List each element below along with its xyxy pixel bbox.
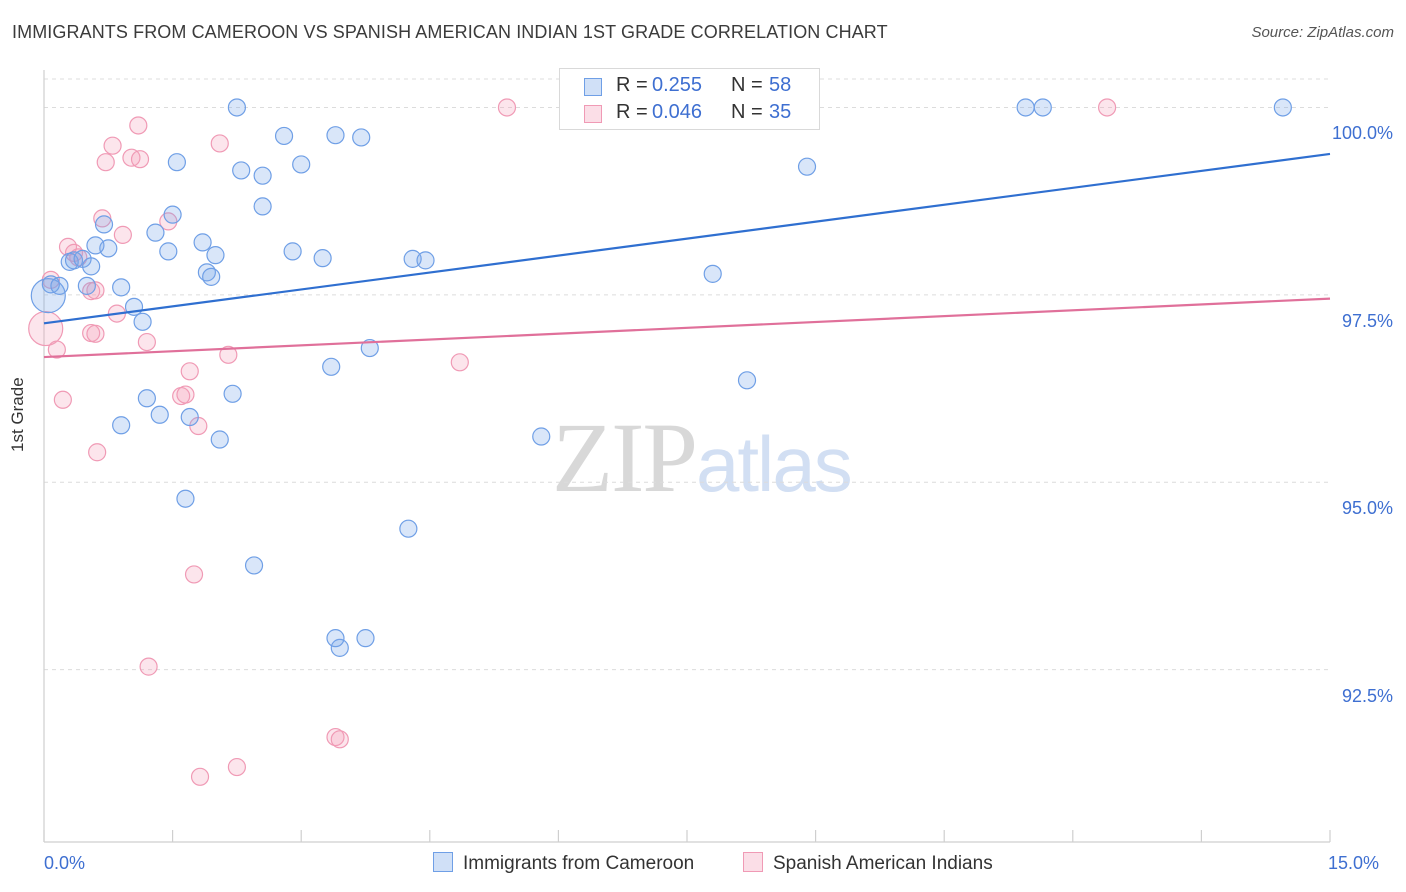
series-spanish-american-indians <box>28 98 1117 786</box>
swatch-blue <box>584 78 602 96</box>
data-point <box>180 362 199 381</box>
y-tick-label: 92.5% <box>1341 685 1393 706</box>
data-point <box>1033 98 1052 117</box>
data-point <box>99 239 118 258</box>
legend-item-spanish-american-indians[interactable]: Spanish American Indians <box>743 852 993 875</box>
data-point <box>292 155 311 174</box>
trendline-cameroon <box>43 152 1331 325</box>
data-point <box>223 384 242 403</box>
data-point <box>150 405 169 424</box>
data-point <box>497 98 517 117</box>
data-point <box>133 312 152 331</box>
chart-title: IMMIGRANTS FROM CAMEROON VS SPANISH AMER… <box>12 22 888 42</box>
data-point <box>112 278 131 297</box>
data-point <box>1273 98 1292 117</box>
data-point <box>206 246 225 265</box>
data-point <box>30 278 66 314</box>
data-point <box>146 223 165 242</box>
n-value-spanish: 35 <box>769 101 792 123</box>
swatch-pink <box>584 105 602 123</box>
data-point <box>1016 98 1035 117</box>
data-point <box>352 128 371 147</box>
legend-item-cameroon[interactable]: Immigrants from Cameroon <box>433 852 694 875</box>
data-point <box>50 276 69 295</box>
source-credit: Source: ZipAtlas.com <box>1251 24 1394 41</box>
n-value-cameroon: 58 <box>769 74 792 96</box>
data-point <box>96 153 115 172</box>
data-point <box>450 353 469 372</box>
data-point <box>86 281 105 300</box>
data-point <box>53 390 72 409</box>
data-point <box>356 629 375 648</box>
data-point <box>94 215 114 234</box>
trend-lines <box>43 152 1331 359</box>
y-tick-label: 97.5% <box>1341 310 1393 331</box>
data-point <box>326 629 345 648</box>
data-point <box>532 427 551 446</box>
data-point <box>193 233 212 252</box>
legend-swatch-pink <box>743 852 763 872</box>
data-point <box>274 126 294 146</box>
data-point <box>159 242 178 261</box>
data-point <box>180 407 199 427</box>
x-tick-label-min: 0.0% <box>44 853 86 873</box>
data-point <box>129 116 148 135</box>
data-point <box>202 267 221 286</box>
data-point <box>313 249 332 268</box>
r-value-cameroon: 0.255 <box>652 74 703 96</box>
data-point <box>176 489 195 508</box>
data-point <box>130 150 150 169</box>
data-point <box>184 565 204 584</box>
data-point <box>326 126 345 145</box>
data-point <box>82 257 101 276</box>
data-point <box>167 153 186 172</box>
data-point <box>139 657 158 676</box>
data-point <box>47 340 66 359</box>
trendline-spanish-american-indians <box>43 297 1331 359</box>
stats-legend: R = 0.255 N = 58 R = 0.046 N = 35 <box>559 68 820 130</box>
data-point <box>112 416 131 435</box>
data-point <box>322 357 341 376</box>
data-point <box>210 430 229 449</box>
data-point <box>77 276 96 295</box>
data-point <box>232 161 251 180</box>
data-point <box>219 345 238 364</box>
data-point <box>137 389 156 408</box>
data-point <box>416 251 435 270</box>
data-point <box>399 519 418 538</box>
data-point <box>190 767 210 786</box>
legend-swatch-blue <box>433 852 453 872</box>
data-point <box>113 225 132 244</box>
data-point <box>1097 98 1117 117</box>
data-point <box>137 332 156 352</box>
data-point <box>703 264 722 283</box>
data-point <box>244 556 264 575</box>
axis-layer <box>43 70 1331 843</box>
data-point <box>737 371 757 390</box>
r-value-spanish: 0.046 <box>652 101 703 123</box>
data-point <box>330 730 349 749</box>
data-point <box>28 310 64 347</box>
data-point <box>227 98 246 117</box>
data-point <box>253 166 272 185</box>
data-point <box>253 197 272 216</box>
data-point <box>88 443 107 462</box>
data-point <box>163 205 182 224</box>
x-tick-label-max: 15.0% <box>1328 853 1380 873</box>
data-point <box>330 638 349 657</box>
data-point <box>283 242 302 261</box>
y-tick-label: 95.0% <box>1341 498 1393 519</box>
data-point <box>360 338 379 358</box>
data-point <box>86 324 105 343</box>
data-point <box>103 136 122 155</box>
data-point <box>210 134 229 153</box>
data-point <box>797 157 817 176</box>
data-point <box>227 757 246 777</box>
y-tick-label: 100.0% <box>1331 123 1393 144</box>
series-immigrants-from-cameroon <box>30 98 1292 657</box>
data-point <box>176 385 195 404</box>
